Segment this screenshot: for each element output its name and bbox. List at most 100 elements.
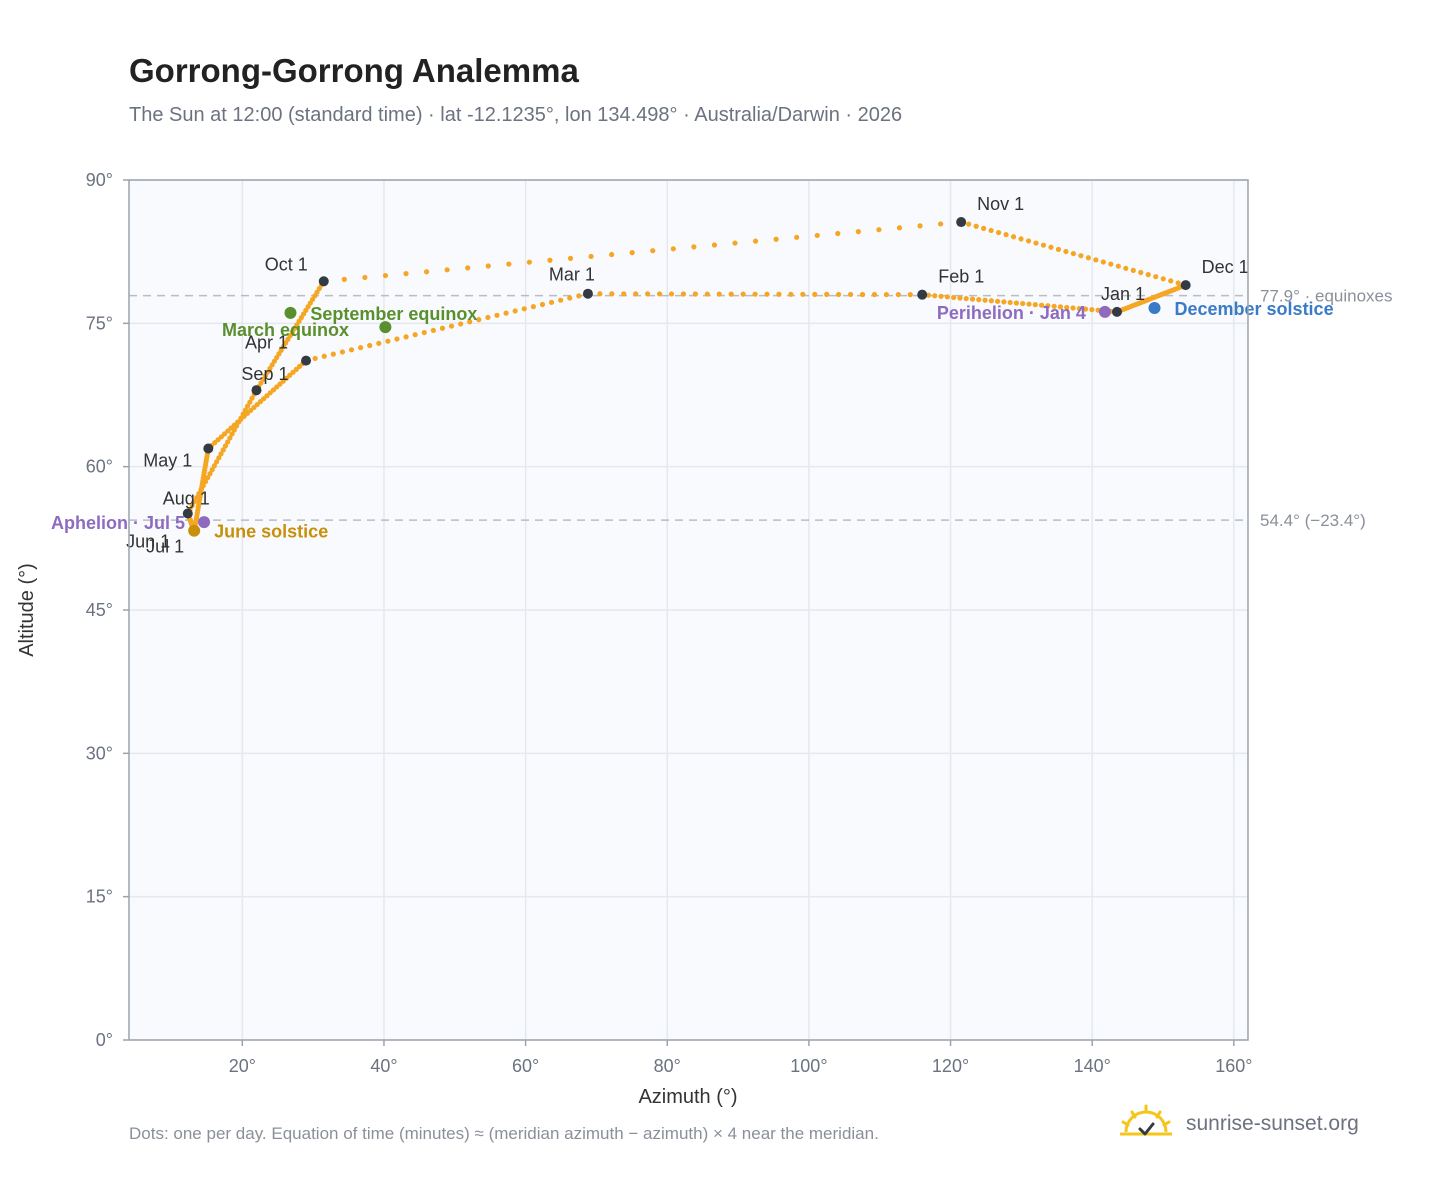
daily-dot: [376, 340, 382, 346]
daily-dot: [835, 230, 841, 237]
daily-dot: [394, 336, 400, 342]
daily-dot: [503, 310, 509, 316]
x-tick-label: 100°: [790, 1056, 827, 1076]
daily-dot: [485, 314, 491, 321]
daily-dot: [207, 471, 213, 477]
daily-dot: [995, 229, 1002, 236]
daily-dot: [609, 251, 615, 258]
month-dot: [956, 217, 967, 228]
daily-dot: [547, 257, 553, 263]
y-axis-title: Altitude (°): [16, 563, 38, 657]
daily-dot: [588, 253, 594, 260]
daily-dot: [211, 463, 217, 469]
daily-dot: [558, 297, 564, 303]
daily-dot: [969, 296, 976, 302]
daily-dot: [249, 395, 255, 401]
daily-dot: [348, 347, 355, 353]
daily-dot: [692, 291, 698, 297]
y-tick-label: 15°: [86, 887, 113, 907]
daily-dot: [728, 291, 734, 297]
daily-dot: [1078, 253, 1084, 259]
daily-dot: [1018, 236, 1024, 242]
daily-dot: [245, 403, 251, 409]
daily-dot: [330, 351, 336, 357]
daily-dot: [1108, 261, 1114, 267]
daily-dot: [231, 427, 237, 433]
daily-dot: [209, 467, 215, 473]
month-label: Oct 1: [265, 254, 308, 274]
daily-dot: [220, 447, 226, 453]
event-label: March equinox: [222, 320, 349, 340]
brand[interactable]: sunrise-sunset.org: [1120, 1100, 1359, 1148]
daily-dot: [458, 321, 464, 327]
daily-dot: [1085, 255, 1091, 261]
daily-dot: [312, 355, 318, 362]
month-dot: [182, 508, 193, 519]
daily-dot: [1070, 305, 1076, 311]
daily-dot: [1138, 269, 1144, 276]
daily-dot: [973, 223, 979, 229]
daily-dot: [213, 459, 220, 465]
daily-dot: [1055, 246, 1062, 252]
x-tick-label: 140°: [1074, 1056, 1111, 1076]
event-dot: [188, 524, 201, 537]
reference-line-label: 54.4° (−23.4°): [1260, 511, 1366, 530]
daily-dot: [963, 295, 969, 302]
daily-dot: [814, 232, 820, 239]
daily-dot: [981, 225, 987, 231]
daily-dot: [716, 291, 722, 297]
y-tick-label: 75°: [86, 313, 113, 333]
x-tick-label: 120°: [932, 1056, 969, 1076]
month-label: Nov 1: [977, 194, 1024, 214]
daily-dot: [704, 291, 710, 297]
month-label: Dec 1: [1202, 257, 1249, 277]
daily-dot: [932, 293, 938, 299]
daily-dot: [859, 291, 866, 298]
daily-dot: [752, 291, 758, 297]
event-dot: [379, 321, 392, 334]
daily-dot: [189, 502, 195, 509]
month-dot: [582, 288, 593, 299]
daily-dot: [521, 306, 527, 312]
daily-dot: [1160, 276, 1166, 282]
daily-dot: [966, 221, 972, 227]
daily-dot: [732, 240, 738, 246]
daily-dot: [1048, 244, 1054, 250]
daily-dot: [871, 291, 878, 298]
daily-dot: [485, 263, 491, 269]
daily-dot: [382, 272, 389, 279]
daily-dot: [247, 399, 253, 405]
daily-dot: [1076, 305, 1082, 312]
x-axis-ticks: 20° 40° 60° 80° 100° 120° 140° 160°: [229, 1040, 1252, 1076]
daily-dot: [238, 415, 244, 421]
daily-dot: [467, 319, 473, 325]
daily-dot: [403, 271, 409, 277]
daily-dot: [982, 297, 988, 303]
daily-dot: [444, 267, 450, 273]
daily-dot: [233, 423, 240, 429]
daily-dot: [494, 312, 500, 318]
daily-dot: [225, 439, 231, 445]
daily-dot: [773, 236, 779, 242]
month-label: May 1: [143, 451, 192, 471]
daily-dot: [526, 259, 532, 265]
sun-check-icon: [1120, 1104, 1172, 1136]
daily-dot: [788, 291, 794, 297]
daily-dot: [836, 291, 842, 298]
daily-dot: [633, 291, 639, 297]
x-tick-label: 160°: [1215, 1056, 1252, 1076]
daily-dot: [1010, 234, 1017, 240]
x-tick-label: 20°: [229, 1056, 256, 1076]
brand-name: sunrise-sunset.org: [1186, 1112, 1359, 1135]
event-dot: [284, 306, 297, 319]
daily-dot: [988, 298, 994, 304]
daily-dot: [1082, 306, 1089, 312]
month-label: Jan 1: [1101, 284, 1145, 304]
daily-dot: [944, 294, 950, 300]
daily-dot: [367, 342, 373, 349]
daily-dot: [1093, 257, 1099, 263]
reference-line-label: 77.9° · equinoxes: [1260, 287, 1393, 306]
daily-dot: [752, 238, 759, 244]
daily-dot: [194, 494, 200, 501]
event-dot: [1148, 302, 1161, 315]
